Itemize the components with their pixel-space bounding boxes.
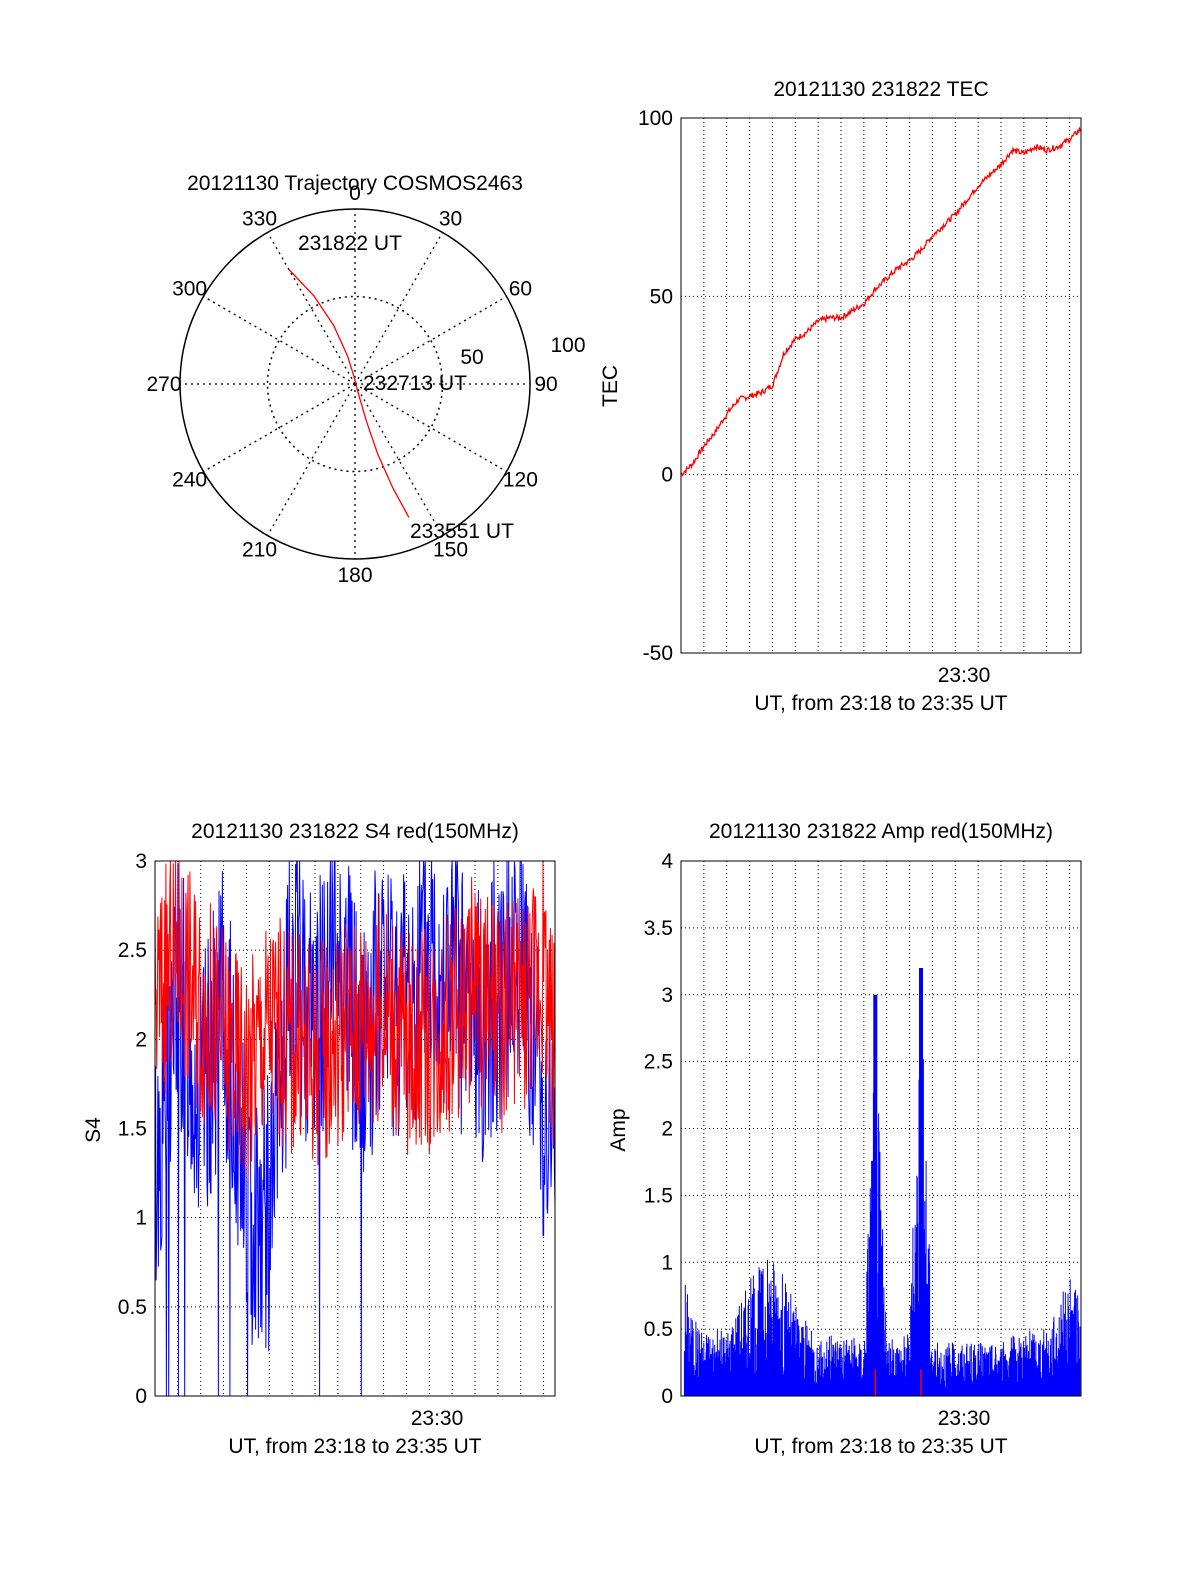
amp-y-tick-labels: 0 0.5 1 1.5 2 2.5 3 3.5 4 (644, 850, 674, 1408)
s4-series (154, 860, 556, 1397)
polar-azimuth-label: 150 (433, 538, 468, 561)
tec-y-tick-labels: -50 0 50 100 (638, 107, 673, 665)
y-tick-label: 2 (135, 1028, 147, 1051)
amp-series-blue (683, 1037, 1081, 1396)
y-tick-label: -50 (643, 642, 673, 665)
tec-frame (680, 117, 1082, 654)
y-tick-label: 1.5 (118, 1118, 147, 1141)
y-tick-label: 100 (638, 107, 673, 130)
amp-title: 20121130 231822 Amp red(150MHz) (709, 820, 1053, 843)
amp-series (683, 968, 1081, 1396)
trajectory-end-label: 233551 UT (410, 520, 514, 543)
y-tick-label: 0.5 (118, 1296, 147, 1319)
polar-spoke (203, 383, 356, 473)
tec-grid (681, 118, 1081, 653)
trajectory-line (288, 269, 410, 518)
tec-ylabel: TEC (599, 365, 622, 407)
polar-azimuth-label: 240 (172, 469, 207, 492)
s4-chart: 20121130 231822 S4 red(150MHz) 0 0.5 1 1.5 2… (82, 820, 556, 1458)
polar-title: 20121130 Trajectory COSMOS2463 (187, 172, 523, 195)
polar-azimuth-labels: 0 30 60 90 120 150 180 210 240 270 300 330 (146, 182, 557, 587)
trajectory-polar-plot: 20121130 Trajectory COSMOS2463 0 30 60 90 12… (146, 172, 585, 587)
polar-azimuth-label: 330 (242, 208, 277, 231)
polar-spoke (266, 232, 356, 385)
amp-frame (680, 860, 1082, 1397)
tec-xlabel: UT, from 23:18 to 23:35 UT (754, 692, 1007, 715)
polar-azimuth-label: 300 (172, 278, 207, 301)
s4-xtick-label: 23:30 (411, 1407, 464, 1430)
s4-title: 20121130 231822 S4 red(150MHz) (191, 820, 519, 843)
tec-series-line (680, 126, 1082, 477)
trajectory-mid-label: 232713 UT (363, 372, 467, 395)
y-tick-label: 2.5 (644, 1051, 673, 1074)
polar-spoke (354, 383, 444, 536)
polar-azimuth-label: 120 (503, 469, 538, 492)
amp-xlabel: UT, from 23:18 to 23:35 UT (754, 1435, 1007, 1458)
polar-azimuth-label: 210 (242, 538, 277, 561)
s4-frame (154, 860, 556, 1397)
polar-spoke (266, 383, 356, 536)
y-tick-label: 2.5 (118, 939, 147, 962)
y-tick-label: 0 (661, 464, 673, 487)
amp-ylabel: Amp (607, 1108, 630, 1151)
polar-grid (179, 208, 531, 560)
polar-inner-circle (266, 295, 444, 473)
s4-xlabel: UT, from 23:18 to 23:35 UT (228, 1435, 481, 1458)
polar-spoke (354, 383, 507, 473)
polar-azimuth-label: 180 (337, 564, 372, 587)
y-tick-label: 50 (650, 285, 673, 308)
y-tick-label: 2 (661, 1118, 673, 1141)
y-tick-label: 1 (661, 1251, 673, 1274)
trajectory-start-label: 231822 UT (298, 232, 402, 255)
tec-title: 20121130 231822 TEC (773, 78, 988, 101)
y-tick-label: 0.5 (644, 1318, 673, 1341)
polar-azimuth-label: 0 (349, 182, 361, 205)
polar-spoke (354, 295, 507, 385)
y-tick-label: 0 (661, 1385, 673, 1408)
y-tick-label: 3.5 (644, 917, 673, 940)
radial-label-100: 100 (550, 334, 585, 357)
polar-azimuth-label: 270 (146, 373, 181, 396)
amp-chart: 20121130 231822 Amp red(150MHz) 0 0.5 1 1.5… (607, 820, 1082, 1458)
y-tick-label: 1 (135, 1207, 147, 1230)
s4-y-tick-labels: 0 0.5 1 1.5 2 2.5 3 (118, 850, 147, 1408)
polar-azimuth-label: 30 (439, 208, 462, 231)
polar-spoke (354, 232, 444, 385)
polar-azimuth-label: 90 (534, 373, 557, 396)
tec-xtick-label: 23:30 (938, 664, 991, 687)
s4-ylabel: S4 (82, 1117, 105, 1143)
y-tick-label: 1.5 (644, 1184, 673, 1207)
y-tick-label: 4 (661, 850, 673, 873)
s4-series-red (154, 860, 556, 1179)
amp-spike (873, 994, 878, 1396)
y-tick-label: 3 (135, 850, 147, 873)
polar-azimuth-label: 60 (509, 278, 532, 301)
polar-spoke (203, 295, 356, 385)
amp-xtick-label: 23:30 (938, 1407, 991, 1430)
amp-spike (919, 968, 923, 1396)
y-tick-label: 0 (135, 1385, 147, 1408)
y-tick-label: 3 (661, 984, 673, 1007)
radial-label-50: 50 (460, 346, 483, 369)
